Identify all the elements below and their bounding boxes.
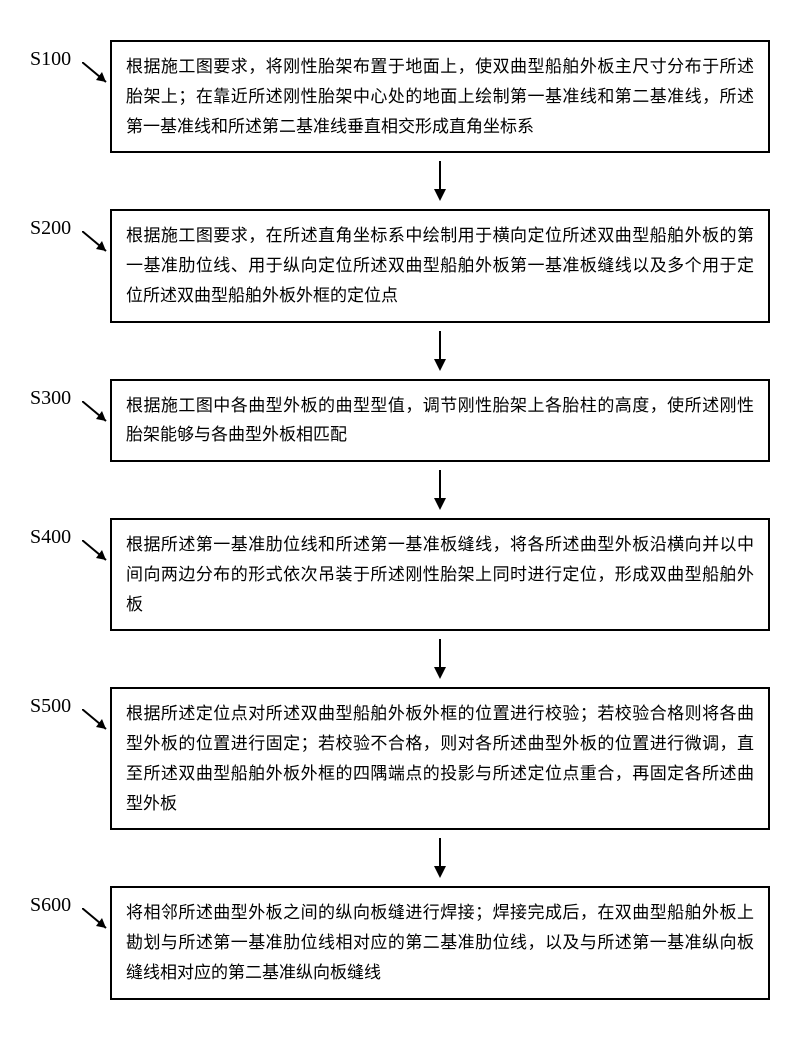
step-label: S400 [30, 518, 110, 549]
step-row: S500 根据所述定位点对所述双曲型船舶外板外框的位置进行校验；若校验合格则将各… [30, 687, 770, 830]
flowchart-container: S100 根据施工图要求，将刚性胎架布置于地面上，使双曲型船舶外板主尺寸分布于所… [30, 40, 770, 1000]
label-arrow-icon [82, 62, 122, 92]
step-label-text: S200 [30, 217, 71, 239]
step-label-text: S600 [30, 894, 71, 916]
step-label-text: S100 [30, 48, 71, 70]
step-box: 根据施工图中各曲型外板的曲型型值，调节刚性胎架上各胎柱的高度，使所述刚性胎架能够… [110, 379, 770, 463]
label-arrow-icon [82, 709, 122, 739]
step-label: S100 [30, 40, 110, 71]
step-box: 根据所述定位点对所述双曲型船舶外板外框的位置进行校验；若校验合格则将各曲型外板的… [110, 687, 770, 830]
arrow-down-icon [430, 470, 450, 510]
step-label: S200 [30, 209, 110, 240]
step-box: 根据所述第一基准肋位线和所述第一基准板缝线，将各所述曲型外板沿横向并以中间向两边… [110, 518, 770, 631]
step-label-text: S400 [30, 526, 71, 548]
arrow-down-icon [430, 331, 450, 371]
step-row: S400 根据所述第一基准肋位线和所述第一基准板缝线，将各所述曲型外板沿横向并以… [30, 518, 770, 631]
step-row: S300 根据施工图中各曲型外板的曲型型值，调节刚性胎架上各胎柱的高度，使所述刚… [30, 379, 770, 463]
step-row: S200 根据施工图要求，在所述直角坐标系中绘制用于横向定位所述双曲型船舶外板的… [30, 209, 770, 322]
step-row: S100 根据施工图要求，将刚性胎架布置于地面上，使双曲型船舶外板主尺寸分布于所… [30, 40, 770, 153]
step-label-text: S300 [30, 387, 71, 409]
step-label: S500 [30, 687, 110, 718]
arrow-down-icon [430, 639, 450, 679]
arrow-down-icon [430, 838, 450, 878]
step-label-text: S500 [30, 695, 71, 717]
step-label: S600 [30, 886, 110, 917]
label-arrow-icon [82, 401, 122, 431]
step-row: S600 将相邻所述曲型外板之间的纵向板缝进行焊接；焊接完成后，在双曲型船舶外板… [30, 886, 770, 999]
arrow-connector [30, 331, 770, 371]
step-box: 根据施工图要求，在所述直角坐标系中绘制用于横向定位所述双曲型船舶外板的第一基准肋… [110, 209, 770, 322]
arrow-connector [30, 639, 770, 679]
arrow-connector [30, 838, 770, 878]
label-arrow-icon [82, 908, 122, 938]
step-box: 将相邻所述曲型外板之间的纵向板缝进行焊接；焊接完成后，在双曲型船舶外板上勘划与所… [110, 886, 770, 999]
label-arrow-icon [82, 540, 122, 570]
step-label: S300 [30, 379, 110, 410]
arrow-down-icon [430, 161, 450, 201]
arrow-connector [30, 161, 770, 201]
label-arrow-icon [82, 231, 122, 261]
arrow-connector [30, 470, 770, 510]
step-box: 根据施工图要求，将刚性胎架布置于地面上，使双曲型船舶外板主尺寸分布于所述胎架上；… [110, 40, 770, 153]
